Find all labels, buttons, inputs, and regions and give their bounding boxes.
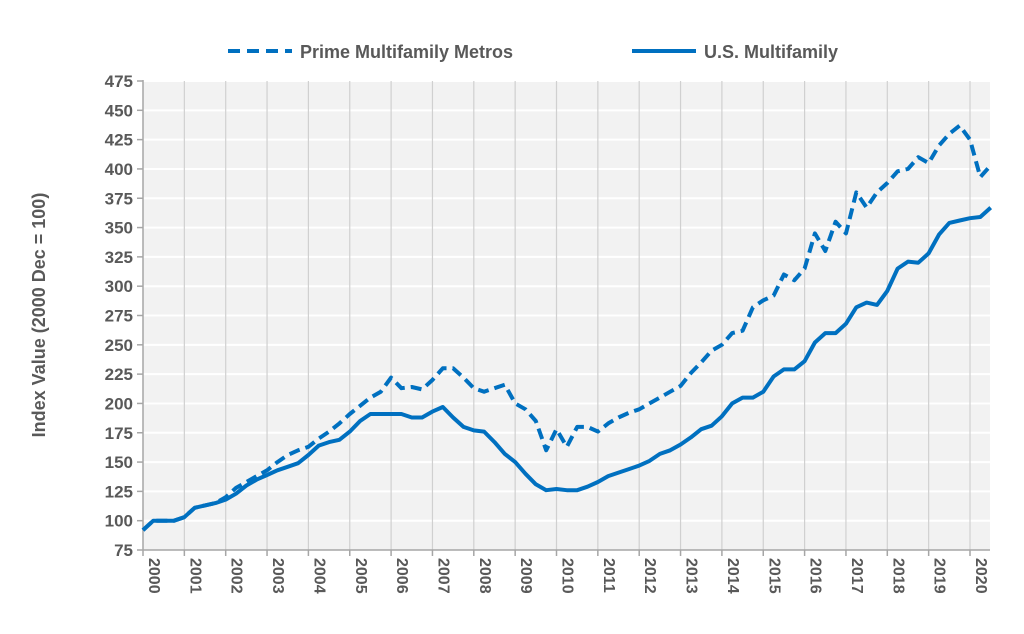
y-tick-label: 400 (105, 160, 133, 179)
y-tick-label: 75 (114, 541, 133, 560)
y-tick-label: 275 (105, 307, 133, 326)
x-tick-label: 2003 (269, 558, 286, 594)
legend-label-prime: Prime Multifamily Metros (300, 42, 513, 62)
x-tick-label: 2012 (641, 558, 658, 594)
x-tick-label: 2006 (393, 558, 410, 594)
x-tick-label: 2002 (228, 558, 245, 594)
x-tick-label: 2005 (352, 558, 369, 594)
y-tick-label: 300 (105, 277, 133, 296)
x-tick-label: 2013 (683, 558, 700, 594)
series-line-us-multifamily (141, 206, 993, 532)
y-tick-label: 450 (105, 101, 133, 120)
y-tick-label: 350 (105, 219, 133, 238)
y-tick-label: 325 (105, 248, 133, 267)
y-tick-label: 225 (105, 365, 133, 384)
y-tick-label: 425 (105, 131, 133, 150)
y-tick-label: 200 (105, 394, 133, 413)
y-tick-label: 150 (105, 453, 133, 472)
x-tick-label: 2007 (434, 558, 451, 594)
x-tick-label: 2010 (559, 558, 576, 594)
series-line-prime-multifamily-metros (141, 123, 993, 532)
x-tick-label: 2004 (310, 558, 327, 594)
x-tick-label: 2019 (931, 558, 948, 594)
x-tick-label: 2001 (186, 558, 203, 594)
x-tick-label: 2014 (724, 558, 741, 594)
legend-label-us: U.S. Multifamily (704, 42, 838, 62)
x-tick-label: 2016 (807, 558, 824, 594)
x-tick-label: 2011 (600, 558, 617, 593)
x-tick-label: 2020 (972, 558, 989, 594)
x-tick-label: 2000 (145, 558, 162, 594)
x-tick-label: 2015 (765, 558, 782, 594)
y-tick-label: 175 (105, 424, 133, 443)
y-tick-label: 475 (105, 72, 133, 91)
y-tick-label: 100 (105, 512, 133, 531)
y-tick-label: 250 (105, 336, 133, 355)
x-tick-label: 2017 (848, 558, 865, 594)
x-tick-label: 2008 (476, 558, 493, 594)
legend: Prime Multifamily Metros U.S. Multifamil… (228, 42, 838, 62)
x-tick-label: 2018 (889, 558, 906, 594)
x-tick-label: 2009 (517, 558, 534, 594)
y-axis-label: Index Value (2000 Dec = 100) (29, 193, 49, 438)
y-tick-label: 375 (105, 189, 133, 208)
y-tick-label: 125 (105, 482, 133, 501)
